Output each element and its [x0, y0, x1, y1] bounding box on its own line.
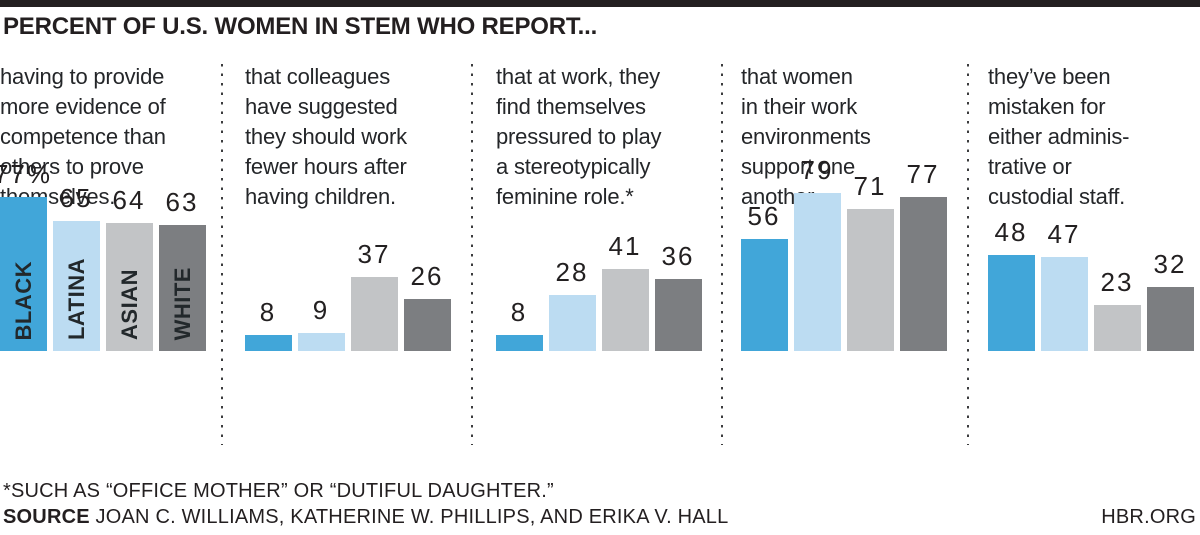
- top-rule: [0, 0, 1200, 7]
- bar-white: [1147, 287, 1194, 351]
- panel-mistaken-for-staff: they’ve been mistaken for either adminis…: [988, 62, 1198, 443]
- bar-black: [245, 335, 292, 351]
- panel-question: they’ve been mistaken for either adminis…: [988, 64, 1130, 209]
- bar-group-label: BLACK: [10, 260, 36, 341]
- panel-divider-dotted: [221, 64, 223, 445]
- bar-value-label: 63: [165, 187, 199, 217]
- bar-value-label: 23: [1100, 267, 1134, 297]
- bar-value-label: 64: [112, 185, 146, 215]
- bar-latina: [794, 193, 841, 351]
- bar-group-label: LATINA: [63, 257, 89, 340]
- panel-fewer-hours: that colleagues have suggested they shou…: [245, 62, 471, 443]
- bar-asian: ASIAN: [106, 223, 153, 351]
- panel-divider-dotted: [721, 64, 723, 445]
- bar-group-label: ASIAN: [116, 269, 142, 340]
- bar-value-label: 8: [510, 297, 528, 327]
- bar-latina: [1041, 257, 1088, 351]
- source-line: SOURCE JOAN C. WILLIAMS, KATHERINE W. PH…: [3, 506, 728, 529]
- source-label: SOURCE: [3, 506, 90, 528]
- site-label: HBR.ORG: [1101, 506, 1196, 528]
- bar-value-label: 32: [1153, 249, 1187, 279]
- bar-group-label: WHITE: [169, 266, 195, 340]
- bar-asian: [351, 277, 398, 351]
- panel-question: that women in their work environments su…: [741, 64, 871, 209]
- panel-question: that colleagues have suggested they shou…: [245, 64, 407, 209]
- bar-black: BLACK: [0, 197, 47, 351]
- bar-value-label: 41: [608, 231, 642, 261]
- bar-white: WHITE: [159, 225, 206, 351]
- bar-value-label: 28: [555, 257, 589, 287]
- chart-title: PERCENT OF U.S. WOMEN IN STEM WHO REPORT…: [3, 13, 598, 40]
- bar-black: [988, 255, 1035, 351]
- panel-feminine-role: that at work, they find themselves press…: [496, 62, 721, 443]
- bar-value-label: 56: [747, 201, 781, 231]
- bar-latina: LATINA: [53, 221, 100, 351]
- bar-asian: [847, 209, 894, 351]
- bar-white: [900, 197, 947, 351]
- bar-value-label: 77%: [0, 159, 53, 189]
- bar-white: [404, 299, 451, 351]
- panel-more-evidence: having to provide more evidence of compe…: [0, 62, 222, 443]
- bar-value-label: 47: [1047, 219, 1081, 249]
- bar-latina: [549, 295, 596, 351]
- bar-black: [496, 335, 543, 351]
- source-text: JOAN C. WILLIAMS, KATHERINE W. PHILLIPS,…: [95, 506, 729, 528]
- bar-value-label: 65: [59, 183, 93, 213]
- bar-value-label: 77: [906, 159, 940, 189]
- bar-black: [741, 239, 788, 351]
- bar-latina: [298, 333, 345, 351]
- bar-value-label: 71: [853, 171, 887, 201]
- bar-value-label: 79: [800, 155, 834, 185]
- bar-white: [655, 279, 702, 351]
- footnote: *SUCH AS “OFFICE MOTHER” OR “DUTIFUL DAU…: [3, 480, 554, 502]
- panel-question: having to provide more evidence of compe…: [0, 64, 166, 209]
- bar-value-label: 36: [661, 241, 695, 271]
- panel-question: that at work, they find themselves press…: [496, 64, 662, 209]
- panel-divider-dotted: [471, 64, 473, 445]
- bar-value-label: 26: [410, 261, 444, 291]
- bar-value-label: 37: [357, 239, 391, 269]
- bar-asian: [602, 269, 649, 351]
- bar-asian: [1094, 305, 1141, 351]
- bar-value-label: 9: [312, 295, 330, 325]
- panel-divider-dotted: [967, 64, 969, 445]
- bar-value-label: 48: [994, 217, 1028, 247]
- bar-value-label: 8: [259, 297, 277, 327]
- panel-support-one-another: that women in their work environments su…: [741, 62, 967, 443]
